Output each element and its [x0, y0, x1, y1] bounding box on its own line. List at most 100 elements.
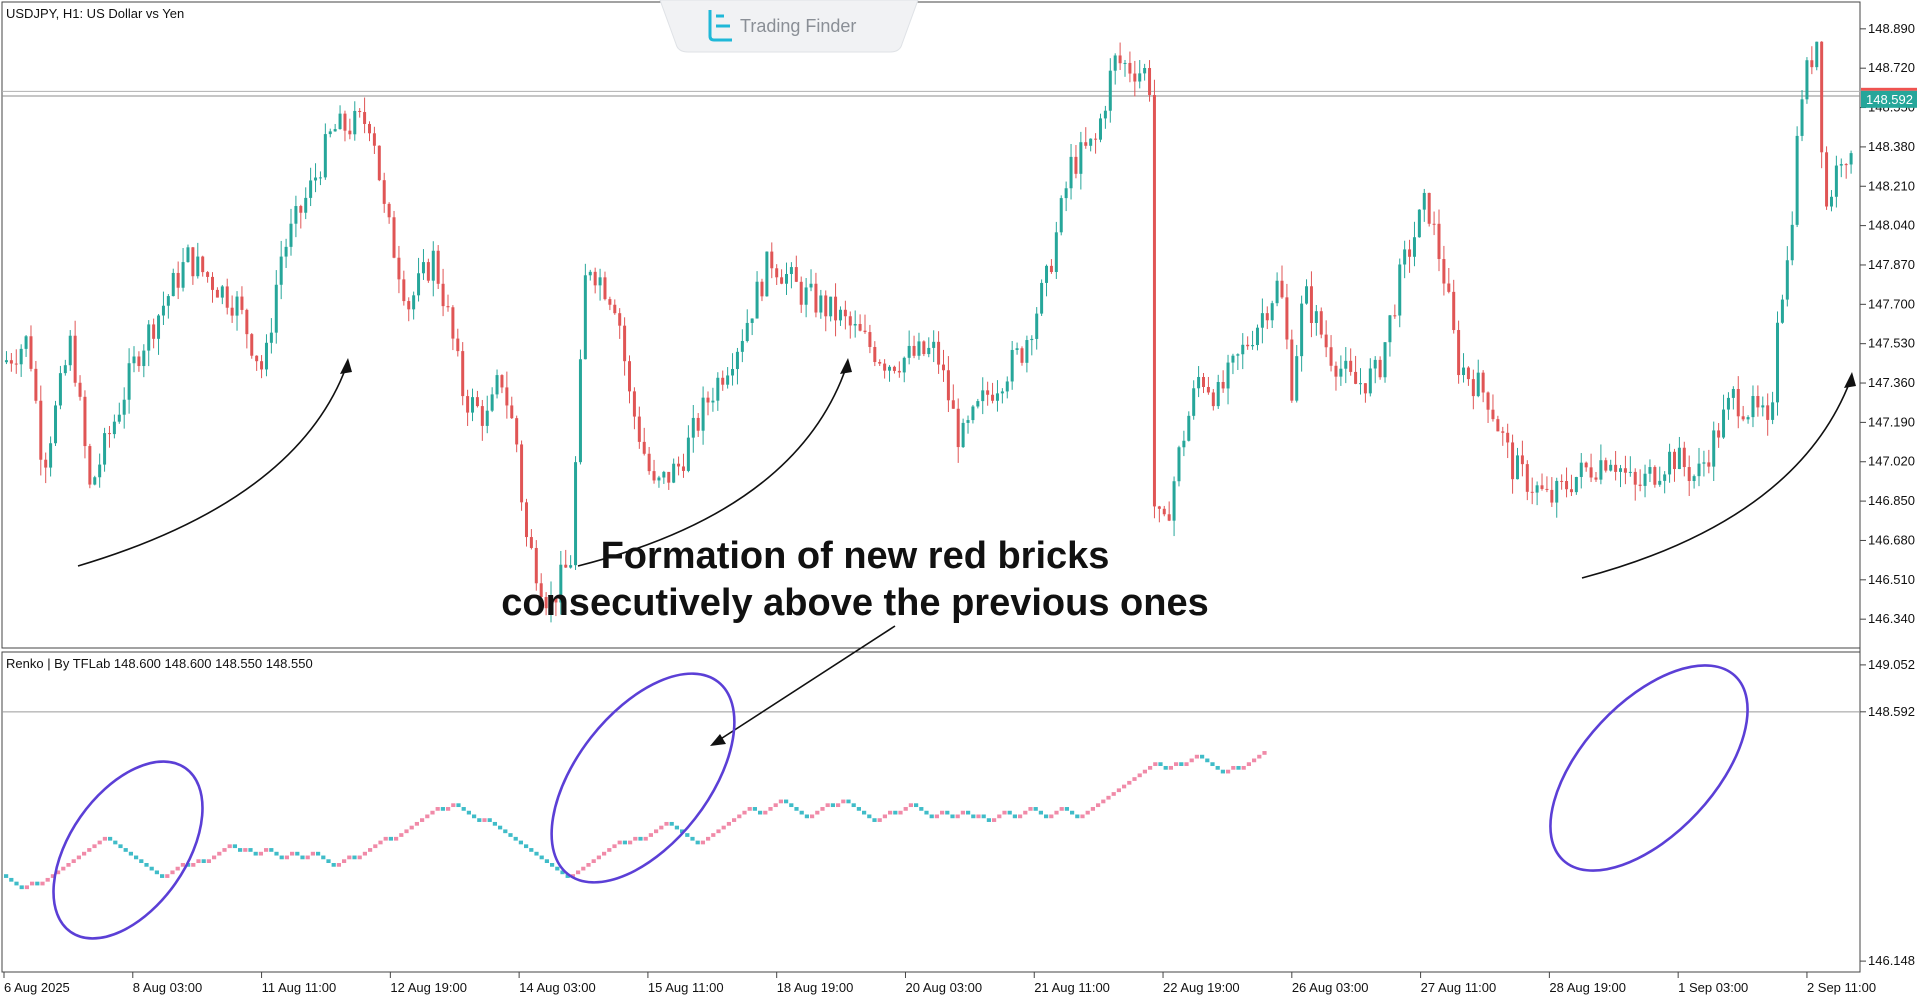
candle-body [353, 110, 357, 135]
candle-body [1143, 67, 1147, 74]
candle-body [1520, 455, 1524, 465]
renko-brick-up [778, 799, 783, 804]
y-tick-label: 147.360 [1868, 375, 1915, 390]
candle-body [613, 304, 617, 314]
renko-brick-down [924, 810, 929, 815]
renko-brick-up [1194, 754, 1199, 759]
candle-body [1491, 409, 1495, 420]
renko-brick-down [352, 855, 357, 860]
candle-body [1638, 484, 1642, 486]
renko-brick-down [680, 829, 685, 834]
renko-brick-up [617, 840, 622, 845]
y-tick-label: 147.870 [1868, 257, 1915, 272]
candle-body [991, 394, 995, 401]
renko-brick-up [997, 814, 1002, 819]
candle-body [824, 295, 828, 317]
renko-brick-up [1262, 751, 1267, 755]
candle-body [1045, 265, 1049, 283]
renko-brick-up [716, 829, 721, 834]
candle-body [1442, 259, 1446, 284]
candle-body [480, 406, 484, 426]
renko-brick-up [1106, 795, 1111, 800]
candle-body [1643, 473, 1647, 486]
renko-brick-down [108, 836, 113, 841]
candle-body [1525, 464, 1529, 492]
renko-brick-up [180, 863, 185, 867]
candle-body [166, 296, 170, 306]
candle-body [1216, 381, 1220, 407]
candle-body [1766, 405, 1770, 420]
renko-brick-up [1002, 810, 1007, 815]
candle-body [343, 113, 347, 131]
candle-body [417, 273, 421, 296]
renko-brick-down [929, 814, 934, 819]
candle-body [372, 133, 376, 146]
candle-body [1049, 265, 1053, 273]
renko-brick-up [768, 807, 773, 811]
candle-body [1398, 264, 1402, 316]
renko-brick-up [357, 855, 362, 860]
renko-brick-up [934, 814, 939, 819]
renko-brick-down [919, 807, 924, 811]
renko-brick-down [1044, 814, 1049, 819]
y-tick-label: 148.592 [1868, 704, 1915, 719]
candle-body [681, 466, 685, 471]
candle-body [1672, 451, 1676, 470]
candle-body [878, 362, 882, 364]
candle-body [461, 351, 465, 397]
candle-body [907, 345, 911, 358]
candle-body [662, 471, 666, 478]
annotation-arrow-head-icon [710, 734, 726, 746]
candle-body [1133, 73, 1137, 82]
candle-body [122, 399, 126, 415]
renko-brick-up [607, 848, 612, 852]
candle-body [1726, 397, 1730, 410]
candle-body [1535, 485, 1539, 493]
renko-brick-up [1231, 765, 1236, 770]
candle-body [765, 251, 769, 297]
renko-brick-up [1127, 780, 1132, 785]
y-tick-label: 148.040 [1868, 218, 1915, 233]
candle-body [1167, 514, 1171, 521]
renko-brick-down [1038, 810, 1043, 815]
candle-body [623, 325, 627, 362]
candle-body [1275, 280, 1279, 304]
renko-brick-down [503, 829, 508, 834]
renko-brick-down [752, 807, 757, 811]
candle-body [456, 338, 460, 352]
renko-brick-up [940, 810, 945, 815]
renko-brick-down [19, 885, 24, 890]
renko-brick-down [945, 810, 950, 815]
candle-body [367, 123, 371, 134]
x-tick-label: 8 Aug 03:00 [133, 980, 202, 995]
candle-body [1780, 299, 1784, 323]
trend-arrow-2 [577, 361, 849, 567]
candle-body [98, 464, 102, 478]
renko-brick-down [160, 874, 165, 878]
renko-brick-down [388, 836, 393, 841]
candle-body [1393, 315, 1397, 317]
candle-body [1182, 440, 1186, 448]
renko-brick-down [1163, 765, 1168, 770]
renko-brick-down [4, 874, 9, 878]
candle-body [549, 597, 553, 609]
candle-body [1197, 376, 1201, 389]
candle-body [1010, 349, 1014, 382]
renko-brick-up [243, 848, 248, 852]
candle-body [289, 223, 293, 247]
candle-body [853, 323, 857, 326]
time-axis: 6 Aug 2025 8 Aug 03:00 11 Aug 11:00 12 Aug … [3, 972, 1876, 995]
candle-body [161, 305, 165, 316]
renko-brick-up [747, 807, 752, 811]
candle-body [770, 251, 774, 269]
highlight-ellipse-3 [1549, 664, 1749, 872]
renko-brick-down [534, 851, 539, 856]
renko-brick-down [856, 807, 861, 811]
renko-brick-down [201, 859, 206, 864]
y-tick-label: 147.190 [1868, 414, 1915, 429]
trend-arrow-1 [77, 361, 349, 567]
candle-body [314, 177, 318, 181]
candle-body [981, 390, 985, 402]
renko-brick-down [1205, 758, 1210, 763]
renko-brick-down [638, 836, 643, 841]
